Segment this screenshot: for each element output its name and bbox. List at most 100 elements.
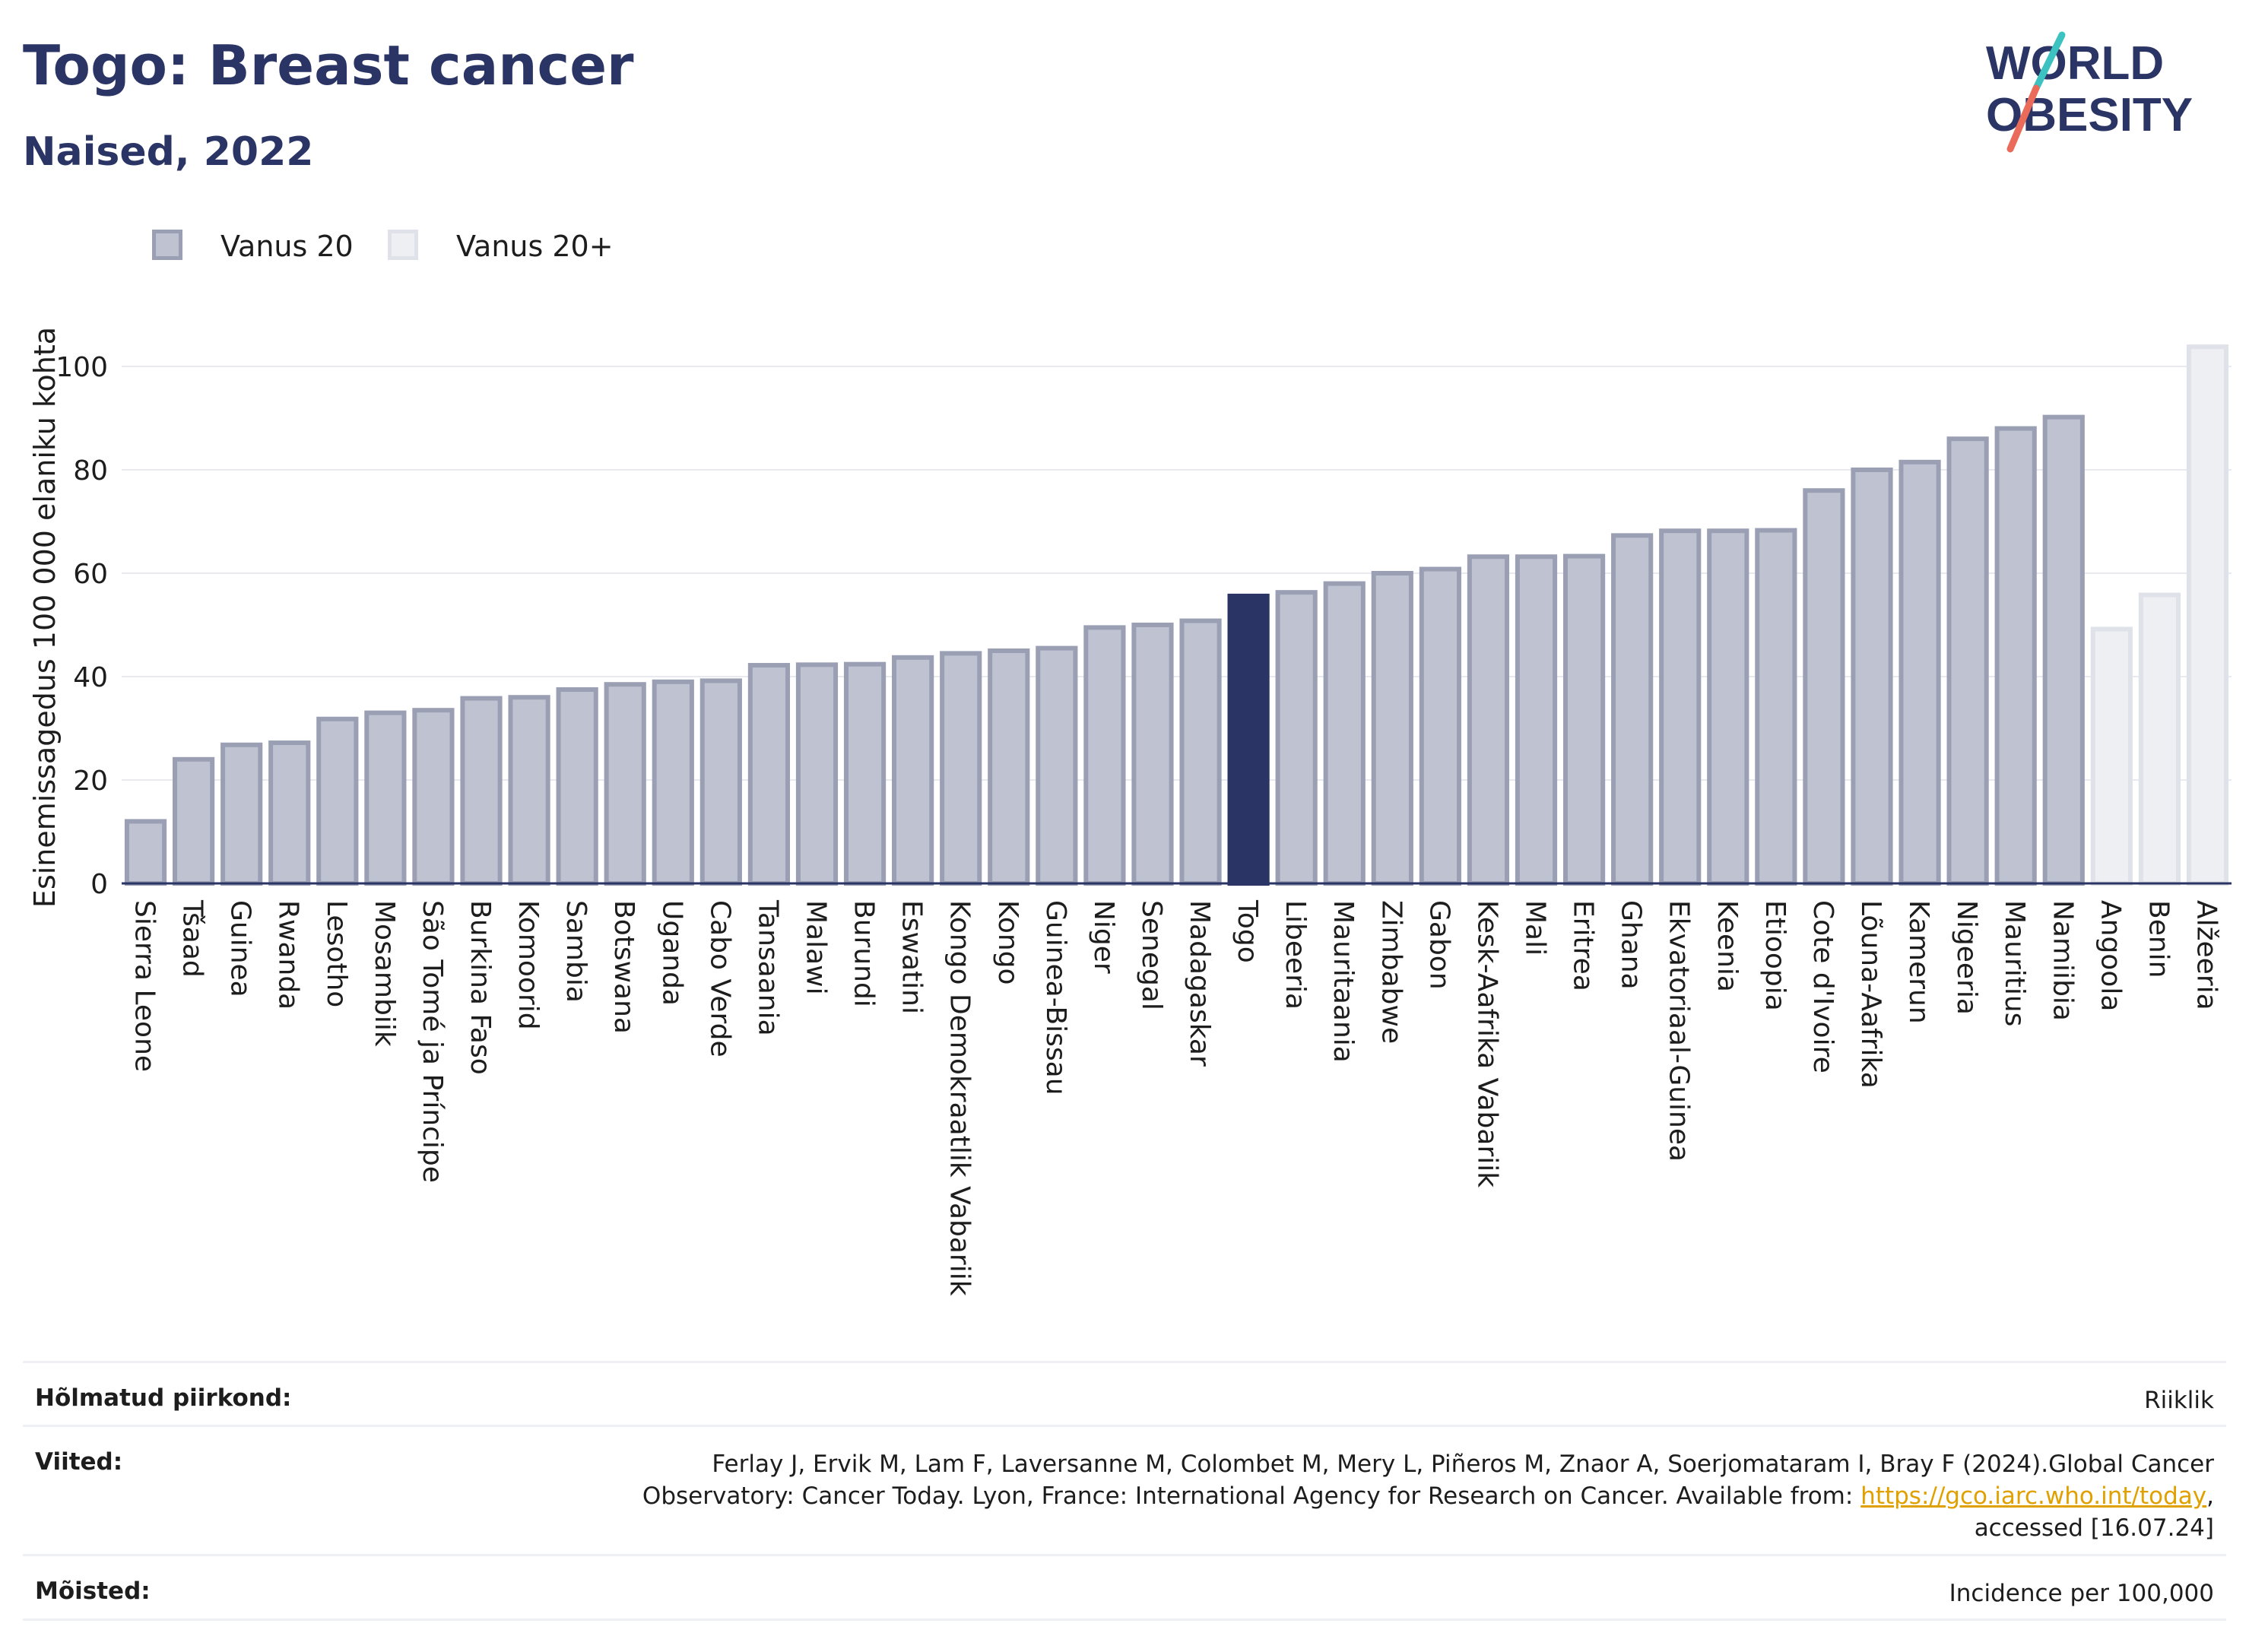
bar bbox=[316, 716, 359, 886]
x-tick-label: Alžeeria bbox=[2190, 900, 2222, 1010]
x-tick-label: Ekvatoriaal-Guinea bbox=[1664, 900, 1695, 1162]
world-obesity-logo: WORLD OBESITY bbox=[1986, 31, 2193, 153]
x-tick-label: Malawi bbox=[800, 900, 831, 995]
info-row-definitions: Mõisted: Incidence per 100,000 bbox=[23, 1554, 2226, 1621]
logo-text-top: WORLD bbox=[1986, 37, 2164, 90]
bar bbox=[1803, 488, 1845, 886]
bar bbox=[173, 756, 215, 886]
page-title: Togo: Breast cancer bbox=[23, 33, 634, 97]
x-tick-label: Tšaad bbox=[177, 899, 208, 978]
info-label: Mõisted: bbox=[35, 1577, 151, 1605]
bar bbox=[747, 663, 791, 886]
x-tick-label: Etioopia bbox=[1759, 900, 1791, 1011]
bar bbox=[1707, 528, 1749, 886]
reference-line-2-text: Observatory: Cancer Today. Lyon, France:… bbox=[642, 1482, 1861, 1510]
reference-line-2: Observatory: Cancer Today. Lyon, France:… bbox=[642, 1480, 2214, 1512]
x-tick-label: Burundi bbox=[849, 900, 880, 1007]
x-tick-label: Keenia bbox=[1711, 900, 1743, 992]
legend-label: Vanus 20+ bbox=[456, 230, 614, 263]
bar bbox=[124, 819, 167, 886]
reference-line-1: Ferlay J, Ervik M, Lam F, Laversanne M, … bbox=[712, 1451, 2214, 1478]
x-tick-label: Sambia bbox=[560, 900, 592, 1003]
bar bbox=[1131, 623, 1174, 886]
bar bbox=[1515, 554, 1558, 886]
reference-link[interactable]: https://gco.iarc.who.int/today bbox=[1860, 1482, 2207, 1510]
bar bbox=[1227, 593, 1270, 886]
x-tick-label: Senegal bbox=[1136, 900, 1167, 1010]
x-tick-label: Namiibia bbox=[2047, 900, 2078, 1021]
x-tick-label: Cote d'Ivoire bbox=[1807, 900, 1838, 1073]
x-tick-label: Gabon bbox=[1423, 900, 1454, 990]
bar bbox=[1179, 618, 1222, 886]
x-tick-label: Cabo Verde bbox=[704, 900, 735, 1057]
x-tick-label: Komoorid bbox=[512, 900, 544, 1030]
bar bbox=[556, 687, 598, 886]
x-tick-label: Mauritaania bbox=[1328, 900, 1359, 1063]
legend-label: Vanus 20 bbox=[220, 230, 354, 263]
x-tick-label: Mauritius bbox=[1999, 900, 2030, 1026]
x-tick-label: Mali bbox=[1520, 900, 1551, 956]
x-tick-label: Ghana bbox=[1616, 900, 1647, 990]
legend-swatch bbox=[388, 230, 418, 260]
x-tick-label: Guinea bbox=[225, 900, 256, 997]
x-tick-label: Botswana bbox=[608, 900, 639, 1034]
x-tick-label: Guinea-Bissau bbox=[1040, 900, 1071, 1096]
x-tick-label: Libeeria bbox=[1280, 900, 1311, 1010]
bar bbox=[364, 710, 407, 886]
reference-line-2-tail: , bbox=[2206, 1482, 2214, 1510]
bar bbox=[1323, 581, 1366, 886]
x-tick-label: Uganda bbox=[656, 900, 687, 1006]
info-row-coverage: Hõlmatud piirkond: Riiklik bbox=[23, 1361, 2226, 1427]
x-tick-label: Benin bbox=[2143, 900, 2174, 978]
bar bbox=[268, 740, 311, 886]
y-tick-label: 40 bbox=[73, 662, 108, 693]
bar bbox=[1275, 590, 1318, 886]
bar bbox=[1946, 436, 1989, 886]
x-tick-label: Mosambiik bbox=[369, 900, 400, 1047]
x-tick-label: Angoola bbox=[2095, 900, 2126, 1011]
page-subtitle: Naised, 2022 bbox=[23, 129, 314, 175]
x-tick-label: Rwanda bbox=[273, 900, 304, 1010]
bar bbox=[220, 742, 263, 886]
bar bbox=[1562, 553, 1606, 886]
x-tick-label: São Tomé ja Príncipe bbox=[417, 900, 448, 1183]
reference-line-3: accessed [16.07.24] bbox=[1974, 1514, 2214, 1542]
bar bbox=[2090, 626, 2133, 886]
bar bbox=[2186, 344, 2229, 886]
y-tick-label: 80 bbox=[73, 455, 108, 487]
x-tick-label: Burkina Faso bbox=[465, 900, 496, 1075]
bar bbox=[1755, 528, 1797, 886]
x-tick-label: Lesotho bbox=[321, 900, 352, 1007]
info-label: Viited: bbox=[35, 1448, 123, 1476]
bar bbox=[1419, 566, 1461, 886]
y-tick-label: 20 bbox=[73, 766, 108, 797]
bar bbox=[460, 696, 503, 886]
info-value-references: Ferlay J, Ervik M, Lam F, Laversanne M, … bbox=[642, 1448, 2214, 1544]
x-tick-label: Kesk-Aafrika Vabariik bbox=[1471, 900, 1502, 1187]
x-tick-label: Madagaskar bbox=[1184, 900, 1215, 1067]
bar bbox=[1371, 571, 1413, 886]
bar bbox=[843, 661, 887, 886]
bar bbox=[1851, 468, 1893, 886]
bar bbox=[699, 678, 742, 886]
x-tick-label: Eritrea bbox=[1568, 900, 1599, 991]
x-tick-label: Togo bbox=[1232, 899, 1263, 963]
x-tick-label: Nigeeria bbox=[1951, 900, 1982, 1015]
bar bbox=[1467, 554, 1510, 886]
bar bbox=[795, 662, 839, 886]
info-value: Riiklik bbox=[2144, 1387, 2214, 1414]
x-tick-label: Sierra Leone bbox=[129, 900, 160, 1072]
bar bbox=[1898, 459, 1941, 886]
y-axis-label: Esinemissagedus 100 000 elaniku kohta bbox=[28, 327, 62, 908]
x-tick-label: Zimbabwe bbox=[1375, 900, 1407, 1044]
info-value: Incidence per 100,000 bbox=[1949, 1580, 2214, 1607]
bar bbox=[988, 648, 1030, 886]
bar bbox=[2042, 414, 2085, 886]
x-tick-label: Lõuna-Aafrika bbox=[1855, 900, 1886, 1089]
y-tick-label: 100 bbox=[56, 352, 108, 383]
bar bbox=[940, 651, 982, 886]
bar bbox=[1036, 645, 1078, 886]
bar bbox=[508, 695, 550, 886]
legend-swatch bbox=[152, 230, 182, 260]
